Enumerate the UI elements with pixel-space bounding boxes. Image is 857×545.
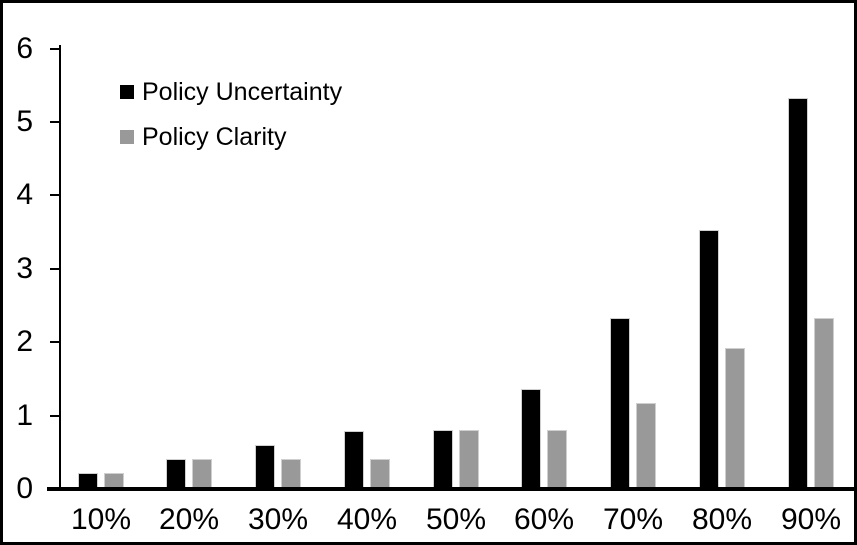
y-tick-label: 2 <box>16 325 33 358</box>
y-tick-mark <box>50 121 60 123</box>
y-tick-mark <box>50 48 60 50</box>
y-tick-label: 0 <box>16 472 33 505</box>
bar-policy-uncertainty-10% <box>78 473 98 487</box>
x-tick-label: 30% <box>247 503 309 536</box>
legend-label-policy-uncertainty: Policy Uncertainty <box>142 78 343 106</box>
x-tick-label: 90% <box>780 503 842 536</box>
bar-policy-clarity-70% <box>636 403 656 487</box>
y-tick-mark <box>50 341 60 343</box>
y-tick-mark <box>50 268 60 270</box>
legend-swatch-policy-uncertainty-icon <box>120 85 134 99</box>
bar-policy-clarity-20% <box>192 459 212 487</box>
y-axis-line <box>59 45 61 487</box>
bar-policy-uncertainty-20% <box>166 459 186 487</box>
x-tick-label: 40% <box>336 503 398 536</box>
x-tick-label: 70% <box>602 503 664 536</box>
x-tick-label: 60% <box>513 503 575 536</box>
y-tick-label: 1 <box>16 399 33 432</box>
legend-swatch-policy-clarity-icon <box>120 130 134 144</box>
legend-label-policy-clarity: Policy Clarity <box>142 123 287 151</box>
legend: Policy Uncertainty Policy Clarity <box>120 78 342 168</box>
bar-policy-clarity-50% <box>459 430 479 487</box>
y-tick-label: 5 <box>16 105 33 138</box>
bar-policy-uncertainty-90% <box>788 98 808 487</box>
bar-policy-clarity-60% <box>547 430 567 487</box>
bar-policy-clarity-40% <box>370 459 390 487</box>
bar-policy-uncertainty-60% <box>521 389 541 487</box>
x-tick-label: 80% <box>691 503 753 536</box>
bar-policy-uncertainty-80% <box>699 230 719 487</box>
bar-policy-uncertainty-40% <box>344 431 364 487</box>
bar-policy-clarity-30% <box>281 459 301 487</box>
bar-policy-clarity-80% <box>725 348 745 487</box>
x-tick-label: 50% <box>425 503 487 536</box>
y-tick-label: 4 <box>16 178 33 211</box>
bar-policy-uncertainty-70% <box>610 318 630 487</box>
y-tick-mark <box>50 194 60 196</box>
legend-item-policy-uncertainty: Policy Uncertainty <box>120 78 342 106</box>
x-tick-label: 20% <box>158 503 220 536</box>
bar-policy-uncertainty-50% <box>433 430 453 487</box>
bar-policy-uncertainty-30% <box>255 445 275 487</box>
y-tick-mark <box>50 415 60 417</box>
y-tick-label: 6 <box>16 32 33 65</box>
legend-item-policy-clarity: Policy Clarity <box>120 123 342 151</box>
y-tick-label: 3 <box>16 252 33 285</box>
x-axis-line <box>47 487 854 491</box>
x-tick-label: 10% <box>70 503 132 536</box>
bar-policy-clarity-10% <box>104 473 124 487</box>
bar-policy-clarity-90% <box>814 318 834 487</box>
